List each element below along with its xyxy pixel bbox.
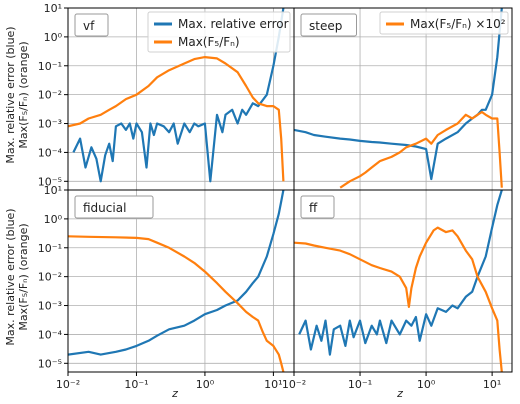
y-tick-label: 10⁰ [44,31,63,44]
series-line-ratio-fiducial [68,235,285,372]
y-tick-label: 10⁻⁵ [38,175,62,188]
series-line-ratio-steep [339,110,503,189]
y-tick-label: 10⁻¹ [38,242,62,255]
y-tick-label: 10¹ [44,2,62,15]
y-tick-label: 10⁻² [38,271,62,284]
y-axis-label-bottom-line2: Max(F₅/Fₙ) (orange) [17,223,30,330]
panel-vf: 10⁻⁵ 10⁻⁴ 10⁻³ 10⁻² 10⁻¹ 10⁰ 10¹ vf Max. relativ… [38,2,295,191]
y-tick-label: 10⁻² [38,89,62,102]
x-tick-label: 10⁰ [417,378,436,391]
legend-entry: Max(F₅/Fₙ) ×10² [410,17,506,31]
y-axis-label-top-line2: Max(F₅/Fₙ) (orange) [17,41,30,148]
y-tick-label: 10⁻³ [38,118,62,131]
y-tick-label: 10⁻⁴ [38,146,63,159]
panel-label-fiducial: fiducial [83,201,126,215]
y-tick-label: 10⁻⁵ [38,357,62,370]
x-tick-label: 10⁻¹ [348,378,372,391]
y-tick-label: 10⁰ [44,213,63,226]
panel-steep: steep Max(F₅/Fₙ) ×10² [293,7,513,191]
chart-panels: 10⁻⁵ 10⁻⁴ 10⁻³ 10⁻² 10⁻¹ 10⁰ 10¹ vf Max. relativ… [38,2,513,391]
panel-label-box-steep [300,13,357,37]
x-axis-label-left: z [171,387,178,400]
y-tick-label: 10¹ [44,184,62,197]
x-tick-label: 10¹ [483,378,501,391]
series-line-ratio-vf [68,55,285,182]
series-line-error-fiducial [68,190,285,356]
legend-steep: Max(F₅/Fₙ) ×10² [379,11,509,35]
series-line-error-ff [298,190,503,356]
legend-box [379,11,509,35]
panel-label-box-fiducial [74,195,154,219]
y-axis-label-bottom-line1: Max. relative error (blue) [4,208,17,345]
x-tick-label: 10⁻² [282,378,306,391]
x-tick-label: 10⁻² [56,378,80,391]
panel-label-ff: ff [309,201,318,215]
panel-label-box-ff [300,195,335,219]
panel-label-vf: vf [83,19,95,33]
legend-box [147,11,291,53]
panel-ff: 10⁻² 10⁻¹ 10⁰ 10¹ ff [282,189,513,391]
x-tick-label: 10¹ [264,378,282,391]
panel-fiducial: 10⁻⁵ 10⁻⁴ 10⁻³ 10⁻² 10⁻¹ 10⁰ 10¹ 10⁻² 10⁻¹ 10⁰ 10¹… [38,184,295,391]
x-tick-label: 10⁻¹ [124,378,148,391]
x-tick-label: 10⁰ [196,378,215,391]
panel-label-steep: steep [309,19,342,33]
x-axis-label-right: z [396,387,403,400]
y-tick-label: 10⁻³ [38,300,62,313]
y-tick-label: 10⁻¹ [38,60,62,73]
y-axis-label-top-line1: Max. relative error (blue) [4,26,17,163]
series-line-ratio-ff [294,226,503,372]
series-line-error-vf [72,8,285,183]
y-tick-label: 10⁻⁴ [38,328,63,341]
panel-label-box-vf [74,13,109,37]
series-line-error-steep [294,8,503,181]
legend-entry: Max. relative error [178,17,289,31]
legend-entry: Max(F₅/Fₙ) [178,35,240,49]
legend-vf: Max. relative error Max(F₅/Fₙ) [147,11,291,53]
axes-frame-ff [293,189,513,373]
